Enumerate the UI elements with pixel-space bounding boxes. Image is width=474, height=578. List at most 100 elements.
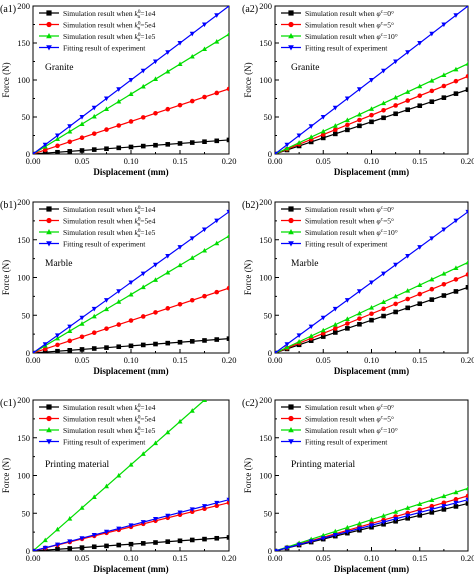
data-point [140, 451, 146, 456]
data-point [381, 520, 387, 525]
data-point [333, 326, 338, 331]
data-point [393, 59, 399, 65]
panel-label: (b1) [0, 200, 17, 211]
data-point [332, 528, 338, 534]
data-point [381, 115, 386, 121]
legend-marker [46, 10, 52, 16]
y-tick-label: 200 [17, 197, 30, 207]
data-point [308, 134, 314, 140]
y-tick-label: 0 [26, 546, 30, 556]
data-point [405, 98, 410, 103]
data-point [165, 142, 171, 147]
data-point [393, 111, 398, 117]
legend-entry: Simulation result when φc=10° [305, 228, 398, 237]
x-tick-label: 0.20 [461, 355, 474, 365]
data-point [333, 127, 338, 133]
data-point [429, 276, 435, 282]
data-point [393, 94, 399, 100]
data-point [226, 31, 229, 37]
data-point [140, 520, 146, 525]
x-tick-label: 0.15 [412, 355, 427, 365]
data-point [104, 127, 109, 132]
legend-marker [46, 206, 52, 212]
data-point [320, 135, 326, 141]
legend-entry: Simulation result when k0 n=5e4 [63, 21, 156, 32]
data-point [202, 139, 207, 144]
data-point [153, 142, 158, 148]
data-point [275, 152, 278, 154]
data-point [55, 149, 60, 154]
data-point [441, 493, 447, 499]
data-point [128, 462, 134, 467]
data-point [91, 113, 97, 119]
data-point [332, 105, 338, 111]
data-point [153, 540, 158, 545]
data-point [381, 513, 387, 518]
data-point [275, 351, 278, 353]
legend-marker [288, 217, 294, 224]
data-point [202, 536, 207, 542]
x-axis-label: Displacement (mm) [334, 366, 409, 376]
data-point [369, 317, 374, 323]
legend-marker [288, 241, 294, 247]
data-point [308, 539, 314, 545]
data-point [441, 72, 447, 77]
data-point [320, 532, 326, 538]
data-point [128, 523, 134, 528]
legend-entry: Simulation result when k0 n=1e5 [63, 228, 156, 239]
data-point [165, 306, 171, 311]
legend-marker [288, 33, 294, 39]
data-point [453, 289, 459, 294]
data-point [79, 321, 85, 326]
data-point [356, 87, 362, 92]
data-point [393, 301, 398, 307]
data-point [128, 318, 134, 323]
data-point [453, 504, 459, 509]
y-tick-label: 50 [264, 112, 273, 122]
data-point [42, 537, 48, 543]
data-point [381, 299, 387, 304]
data-point [465, 61, 468, 66]
data-point [344, 96, 350, 102]
data-point [202, 293, 207, 299]
data-point [417, 301, 423, 307]
data-point [103, 529, 110, 535]
data-point [116, 87, 122, 92]
data-point [466, 6, 468, 9]
chart-panel-5: 0.00 0.05 0.10 0.15 0.20 0 50 100 150 200 Displace… [0, 395, 236, 574]
data-point [453, 500, 459, 506]
y-tick-label: 200 [17, 395, 30, 405]
y-tick-label: 50 [264, 508, 273, 518]
data-point [67, 124, 73, 129]
data-point [465, 272, 468, 277]
data-point [116, 289, 122, 294]
data-point [214, 503, 220, 509]
data-point [42, 346, 48, 352]
data-point [214, 289, 220, 295]
data-point [465, 485, 468, 491]
data-point [214, 218, 220, 224]
data-point [67, 338, 73, 344]
data-point [453, 497, 459, 502]
data-point [128, 291, 134, 297]
y-tick-label: 0 [26, 149, 30, 159]
y-tick-label: 150 [259, 433, 272, 443]
data-point [140, 83, 146, 89]
x-tick-label: 0.00 [26, 553, 41, 563]
data-point [417, 291, 423, 297]
series-group [33, 209, 229, 353]
data-point [128, 78, 134, 83]
data-point [189, 507, 195, 512]
legend-entry: Simulation result when φc=0° [305, 205, 394, 214]
data-point [417, 93, 423, 99]
data-point [368, 517, 375, 522]
legend-entry: Simulation result when φc=10° [305, 426, 398, 435]
data-point [189, 255, 195, 260]
legend-marker [46, 404, 52, 410]
x-tick-label: 0.10 [124, 553, 139, 563]
legend-entry: Simulation result when k0 n=1e4 [63, 403, 156, 414]
y-tick-label: 100 [17, 471, 30, 481]
x-tick-label: 0.15 [412, 553, 427, 563]
data-point [104, 326, 109, 331]
data-point [79, 148, 85, 153]
